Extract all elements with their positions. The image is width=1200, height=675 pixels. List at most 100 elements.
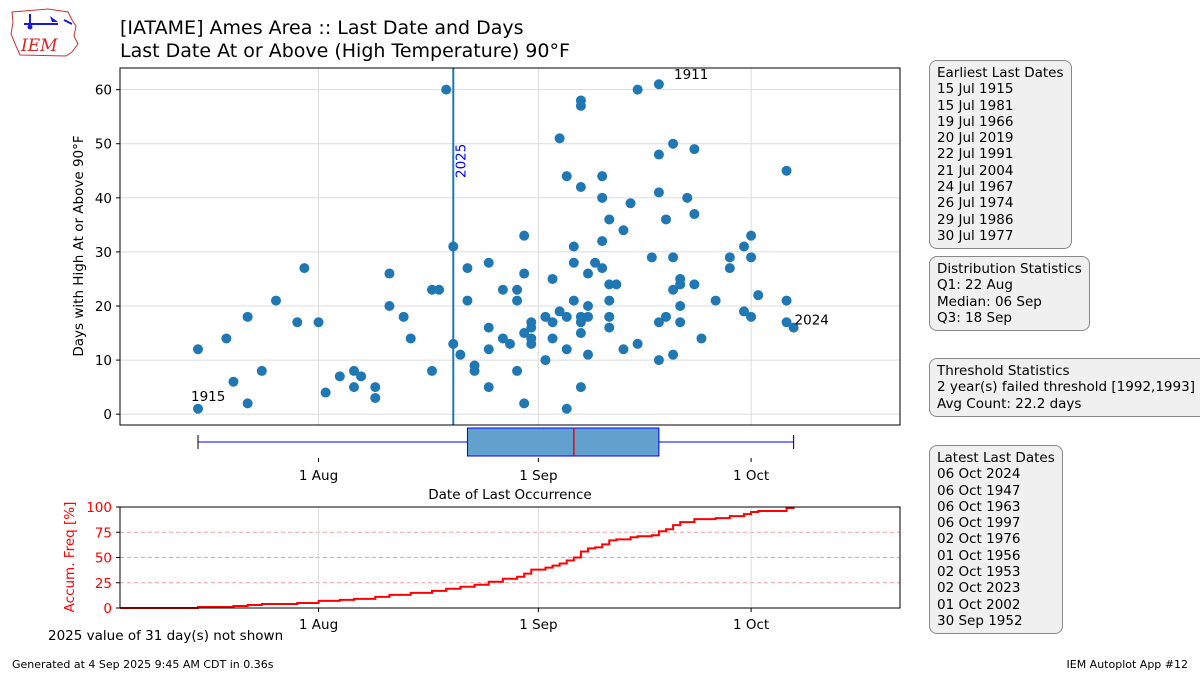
threshold-failed: 2 year(s) failed threshold [1992,1993] [937,379,1195,396]
scatter-point [604,311,615,322]
scatter-point [668,349,679,360]
scatter-point [483,382,494,393]
earliest-item: 19 Jul 1966 [937,113,1014,130]
threshold-statistics-box: Threshold Statistics 2 year(s) failed th… [929,358,1200,417]
scatter-point [561,171,572,182]
cumulative-x-tick-label: 1 Oct [733,617,769,633]
scatter-y-tick-label: 10 [95,353,112,369]
latest-item: 01 Oct 1956 [937,547,1021,564]
scatter-point [689,209,700,220]
scatter-point [668,138,679,149]
cumulative-y-tick-label: 100 [86,500,112,516]
scatter-point [675,317,686,328]
scatter-point [469,365,480,376]
box-x-tick-label: 1 Oct [733,468,769,484]
scatter-y-tick-label: 20 [95,299,112,315]
scatter-point [242,398,253,409]
box-x-tick-label: 1 Sep [519,468,557,484]
threshold-avg: Avg Count: 22.2 days [937,395,1082,412]
latest-item: 30 Sep 1952 [937,612,1023,629]
scatter-point [299,263,310,274]
scatter-point [661,214,671,225]
cumulative-frequency-plot: 0 25 50 75 100 1 Aug 1 Sep 1 Oct Accum. Freq [… [62,500,901,633]
earliest-item: 15 Jul 1981 [937,97,1014,114]
scatter-point [455,349,466,360]
scatter-point [575,328,586,339]
scatter-point [661,311,671,322]
earliest-item: 24 Jul 1967 [937,179,1014,196]
scatter-point [526,338,537,349]
app-footer: IEM Autoplot App #12 [1066,658,1189,671]
scatter-point [653,355,664,366]
scatter-point [384,268,395,279]
scatter-point [547,273,558,284]
scatter-point [689,144,700,155]
scatter-point [448,241,459,252]
scatter-y-tick-label: 30 [95,245,112,261]
scatter-point [242,311,253,322]
scatter-point [561,403,572,414]
distribution-statistics-box: Distribution Statistics Q1: 22 Aug Media… [929,256,1090,332]
scatter-point [349,382,359,393]
scatter-point [604,214,615,225]
scatter-point [653,187,664,198]
scatter-point [547,317,558,328]
scatter-plot: 2025 1911 1915 2024 0 10 20 30 40 50 60 Days wit… [71,67,901,426]
generated-footer: Generated at 4 Sep 2025 9:45 AM CDT in 0… [12,658,274,671]
point-annotation: 1915 [191,389,225,405]
scatter-point [668,252,679,263]
earliest-item: 30 Jul 1977 [937,227,1014,244]
latest-item: 02 Oct 1953 [937,564,1021,581]
scatter-point [682,192,693,203]
scatter-point [675,279,686,290]
scatter-point [781,165,792,176]
scatter-point [512,295,523,306]
scatter-point [724,252,735,263]
scatter-point [675,301,686,311]
reference-line-label: 2025 [453,144,469,178]
scatter-y-tick-label: 60 [95,83,112,99]
latest-item: 02 Oct 1976 [937,531,1021,548]
scatter-point [512,284,523,295]
cumulative-y-label: Accum. Freq [%] [62,502,78,613]
scatter-point [519,268,530,279]
scatter-point [384,301,395,311]
scatter-y-tick-label: 50 [95,137,112,153]
scatter-point [590,257,601,268]
scatter-point [497,284,508,295]
scatter-point [427,365,437,376]
distribution-box-title: Distribution Statistics [937,261,1082,277]
scatter-point [370,382,381,393]
logo-text: IEM [20,36,58,56]
scatter-point [256,365,267,376]
scatter-point [583,349,593,360]
scatter-point [547,333,558,344]
latest-box-title: Latest Last Dates [937,450,1055,466]
scatter-point [271,295,281,306]
scatter-point [427,284,437,295]
scatter-point [710,295,721,306]
scatter-point [483,257,494,268]
cumulative-y-tick-label: 25 [95,576,112,592]
scatter-point [292,317,303,328]
scatter-point [653,149,664,160]
latest-item: 02 Oct 2023 [937,580,1021,597]
scatter-point [746,252,757,263]
scatter-point [625,198,636,209]
scatter-point [554,306,565,317]
scatter-point [462,295,473,306]
earliest-item: 29 Jul 1986 [937,211,1014,228]
scatter-point [781,317,792,328]
scatter-point [405,333,416,344]
box-x-label: Date of Last Occurrence [428,487,591,503]
scatter-point [753,290,764,301]
earliest-item: 15 Jul 1915 [937,81,1014,98]
scatter-point [575,182,586,192]
scatter-point [653,79,664,90]
scatter-point [653,317,664,328]
scatter-point [398,311,409,322]
scatter-point [746,230,757,241]
scatter-point [646,252,657,263]
scatter-point [632,84,643,95]
